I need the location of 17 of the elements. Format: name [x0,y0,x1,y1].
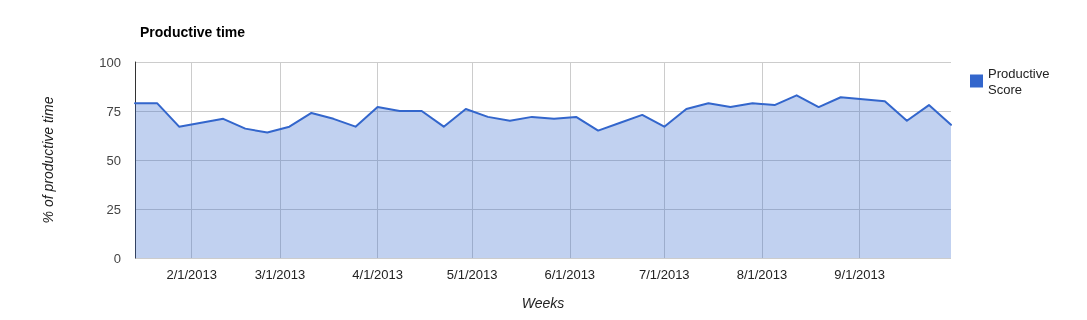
x-tick-label: 3/1/2013 [254,267,306,282]
x-tick-label: 8/1/2013 [736,267,788,282]
x-axis-title: Weeks [521,295,565,311]
x-tick-label: 9/1/2013 [834,267,885,282]
x-tick-label: 4/1/2013 [352,267,403,282]
y-tick-label: 25 [106,201,121,217]
chart-title: Productive time [140,24,246,40]
y-axis-title: % of productive time [40,96,56,224]
y-tick-label: 50 [106,152,121,168]
legend-label: Productive Score [988,65,1054,97]
x-tick-label: 2/1/2013 [166,267,218,282]
y-tick-label: 75 [106,103,121,119]
y-tick-label: 0 [113,250,121,266]
x-tick-label: 7/1/2013 [638,267,690,282]
x-tick-label: 6/1/2013 [544,267,596,282]
x-tick-label: 5/1/2013 [446,267,498,282]
y-tick-label: 100 [99,54,121,70]
